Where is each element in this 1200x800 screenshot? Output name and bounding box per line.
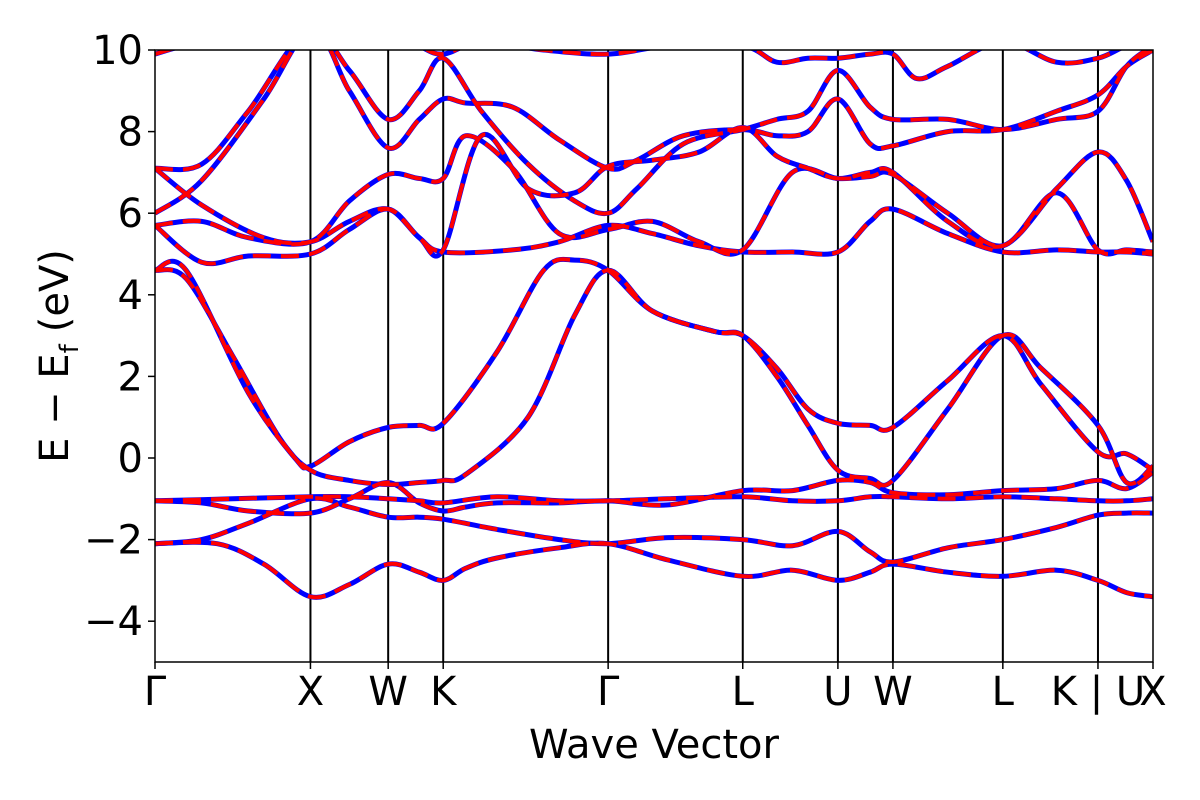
x-tick-label: K | U xyxy=(1051,669,1145,715)
band-line-red-dashed xyxy=(155,540,1153,600)
y-tick-label: −4 xyxy=(84,599,143,645)
plot-frame xyxy=(154,49,1154,663)
band-line-red-dashed xyxy=(155,494,1153,506)
band-line-red-dashed xyxy=(155,257,1153,488)
y-tick-label: 2 xyxy=(118,354,143,400)
y-axis-title-unit: (eV) xyxy=(32,249,78,332)
y-tick-label: −2 xyxy=(84,518,143,564)
x-tick-label: L xyxy=(992,669,1015,715)
y-tick-label: 6 xyxy=(118,191,143,237)
y-tick-label: 0 xyxy=(118,436,143,482)
x-tick-label: K xyxy=(430,669,458,715)
y-tick-label: 4 xyxy=(118,273,143,319)
bands-group xyxy=(155,50,1153,600)
x-tick-label: X xyxy=(1139,669,1166,715)
y-axis-title: E − Ef (eV) xyxy=(32,249,85,463)
x-tick-label: Γ xyxy=(144,669,167,715)
band-line-red-dashed xyxy=(155,470,1153,516)
x-axis-title: Wave Vector xyxy=(529,722,780,768)
band-line-red-dashed xyxy=(155,50,1151,216)
x-tick-label: W xyxy=(368,669,408,715)
band-line-red-dashed xyxy=(155,125,1153,259)
band-line-red-dashed xyxy=(155,267,1153,487)
band-line-red-dashed xyxy=(155,50,1122,81)
y-tick-label: 10 xyxy=(92,28,143,74)
kpoint-lines xyxy=(309,50,1099,662)
y-tick-label: 8 xyxy=(118,110,143,156)
y-axis-title-main: E − E xyxy=(32,353,78,463)
band-line-red-dashed xyxy=(155,50,1153,172)
y-axis-ticks: −4 −2 0 2 4 6 8 10 xyxy=(84,28,155,645)
x-tick-label: L xyxy=(732,669,755,715)
band-line-red-dashed xyxy=(155,206,1153,266)
x-tick-label: X xyxy=(297,669,324,715)
y-axis-title-subscript: f xyxy=(55,343,85,353)
x-tick-label: W xyxy=(873,669,913,715)
x-tick-label: U xyxy=(823,669,852,715)
x-tick-label: Γ xyxy=(597,669,620,715)
